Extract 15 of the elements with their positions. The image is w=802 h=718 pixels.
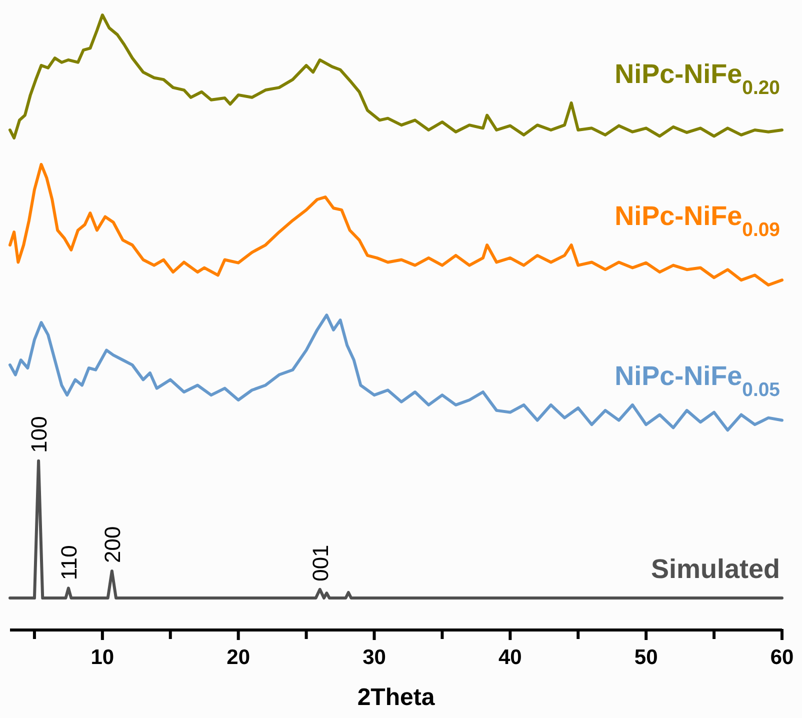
series-label: Simulated — [650, 554, 780, 584]
series-label: NiPc-NiFe$_{0.09}$ — [614, 201, 780, 242]
x-axis-title: 2Theta — [357, 684, 436, 711]
x-tick-label: 20 — [226, 646, 250, 669]
annotation: 110 — [56, 545, 82, 580]
annotation: 200 — [100, 526, 125, 563]
x-tick-label: 60 — [770, 646, 794, 669]
x-tick-label: 10 — [90, 646, 114, 669]
series-label: NiPc-NiFe$_{0.20}$ — [614, 58, 780, 99]
annotation: 001 — [308, 544, 333, 582]
annotation: 100 — [26, 416, 52, 453]
x-tick-label: 50 — [634, 646, 658, 669]
x-tick-label: 30 — [362, 646, 386, 669]
series-label: NiPc-NiFe$_{0.05}$ — [614, 360, 780, 401]
x-tick-label: 40 — [498, 646, 522, 669]
